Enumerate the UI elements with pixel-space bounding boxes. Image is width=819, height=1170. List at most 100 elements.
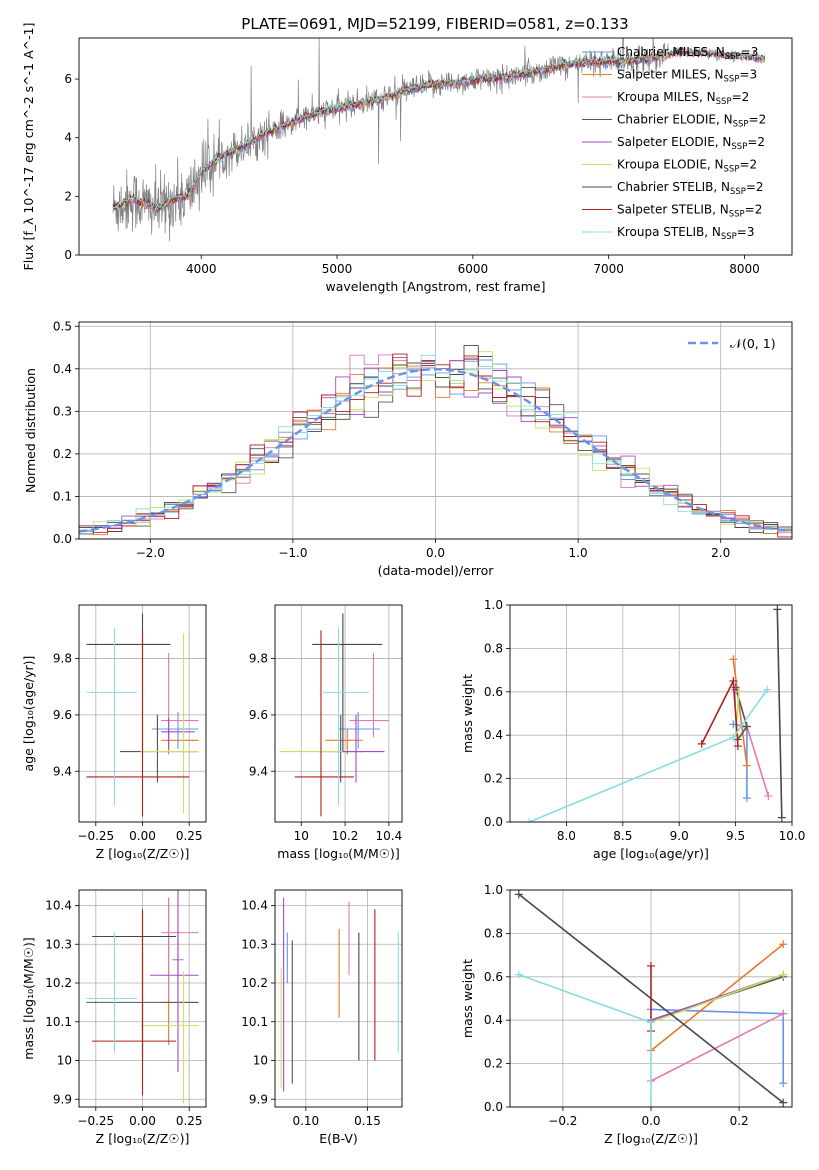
plot-area (112, 38, 766, 242)
weight-line (518, 973, 652, 1107)
y-tick-label: 1.0 (484, 598, 503, 612)
y-axis-label: Flux [f_λ 10^-17 erg cm^-2 s^-1 A^-1] (21, 23, 36, 271)
x-tick-label: 7000 (593, 262, 624, 276)
x-tick-label: −0.25 (77, 829, 114, 843)
y-tick-label: 0.8 (484, 926, 503, 940)
legend-label: Kroupa STELIB, NSSP=3 (617, 225, 755, 242)
legend-tail: =2 (747, 135, 765, 149)
legend-text: Salpeter ELODIE, N (617, 135, 731, 149)
plot-area (525, 605, 786, 822)
legend-tail: =3 (739, 68, 757, 82)
weight-marker (764, 791, 773, 800)
weight-marker (647, 1103, 655, 1107)
x-tick-label: 1.0 (569, 546, 588, 560)
axes-frame (274, 889, 403, 1108)
x-axis-label: E(B-V) (319, 1131, 358, 1146)
legend-tail: =2 (732, 90, 750, 104)
x-tick-label: 5000 (322, 262, 353, 276)
y-tick-label: 9.4 (53, 764, 72, 778)
x-tick-label: 9.5 (726, 829, 745, 843)
y-tick-label: 10.1 (241, 1015, 268, 1029)
legend-label: 𝒩(0, 1) (730, 336, 776, 351)
y-tick-label: 10.3 (45, 937, 72, 951)
grid (275, 890, 402, 1107)
model-spectrum (112, 47, 766, 210)
y-tick-label: 10.4 (45, 899, 72, 913)
weight-line (528, 689, 768, 822)
panel-weight-vs-age: 8.0 8.5 9.0 9.5 10.0 0.0 0.2 0.4 0.6 0.8 1.0 age [l… (460, 598, 805, 861)
panel-mass-vs-ebv: 0.10 0.15 9.9 10 10.1 10.2 10.3 10.4 E(B-V) (241, 889, 403, 1146)
y-tick-label: 9.4 (249, 764, 268, 778)
x-axis-label: age [log₁₀(age/yr)] (593, 846, 709, 861)
y-tick-label: 0 (64, 248, 72, 262)
x-tick-label: 10 (294, 829, 309, 843)
panel-weight-vs-z: −0.2 0.0 0.2 0.0 0.2 0.4 0.6 0.8 1.0 Z [log₁₀(Z/Z… (460, 883, 793, 1146)
y-axis-label: mass [log₁₀(M/M☉)] (21, 937, 36, 1059)
x-tick-label: 9.0 (670, 829, 689, 843)
plot-area (279, 613, 389, 817)
panel-age-vs-z: −0.25 0.00 0.25 9.4 9.6 9.8 Z [log₁₀(Z/Z☉)] age… (21, 604, 207, 861)
y-tick-label: 9.6 (249, 708, 268, 722)
y-tick-label: 4 (64, 131, 72, 145)
legend-label: Salpeter STELIB, NSSP=2 (617, 203, 762, 220)
model-spectrum (112, 46, 766, 210)
x-tick-label: 4000 (186, 262, 217, 276)
x-axis-label: (data-model)/error (378, 563, 495, 578)
y-axis-label: mass weight (460, 959, 475, 1038)
x-tick-label: −0.25 (77, 1114, 114, 1128)
legend-subscript: SSP (733, 120, 749, 130)
y-tick-label: 0.5 (53, 319, 72, 333)
panel-mass-vs-z: −0.25 0.00 0.25 9.9 10 10.1 10.2 10.3 10.4 Z [log… (21, 889, 207, 1146)
legend-label: Kroupa MILES, NSSP=2 (617, 90, 749, 107)
y-tick-label: 9.8 (249, 652, 268, 666)
x-tick-label: 2.0 (711, 546, 730, 560)
panel-age-vs-mass: 10 10.2 10.4 9.4 9.6 9.8 mass [log₁₀(M/M☉)] (249, 604, 403, 861)
legend-text: Salpeter STELIB, N (617, 203, 729, 217)
legend-label: Chabrier ELODIE, NSSP=2 (617, 113, 766, 130)
panel-residuals: −2.0 −1.0 0.0 1.0 2.0 0.0 0.1 0.2 0.3 0.4 0.5 (data… (23, 319, 793, 578)
panels: 4000 5000 6000 7000 8000 0 2 4 6 wavelength [Angs… (21, 23, 805, 1146)
weight-marker (777, 813, 786, 822)
y-tick-label: 10 (57, 1054, 72, 1068)
y-tick-label: 0.0 (484, 1100, 503, 1114)
plot-area (86, 613, 199, 817)
x-tick-label: 0.0 (641, 1114, 660, 1128)
weight-line (746, 726, 770, 797)
legend-subscript: SSP (724, 75, 740, 85)
legend-subscript: SSP (725, 52, 741, 62)
weight-marker (734, 687, 743, 696)
weight-marker (779, 1098, 788, 1107)
axes-frame (274, 604, 403, 823)
x-tick-label: 10.0 (779, 829, 806, 843)
x-tick-label: 0.25 (176, 829, 203, 843)
x-tick-label: 10.2 (332, 829, 359, 843)
weight-marker (514, 970, 523, 979)
weight-marker (742, 722, 751, 731)
residual-histogram (79, 351, 792, 531)
y-tick-label: 9.9 (249, 1092, 268, 1106)
x-tick-label: −2.0 (136, 546, 165, 560)
weight-marker (742, 761, 751, 770)
y-tick-label: 6 (64, 72, 72, 86)
weight-marker (729, 676, 738, 685)
weight-marker (647, 961, 655, 970)
y-tick-label: 1.0 (484, 883, 503, 897)
weight-marker (779, 970, 788, 979)
legend-label: Salpeter MILES, NSSP=3 (617, 68, 757, 85)
y-tick-label: 9.6 (53, 708, 72, 722)
legend-subscript: SSP (716, 97, 732, 107)
legend-tail: =2 (749, 113, 767, 127)
axes-frame (78, 321, 793, 540)
y-tick-label: 10.1 (45, 1015, 72, 1029)
plot-area (514, 890, 788, 1107)
legend-text: Salpeter MILES, N (617, 68, 724, 82)
weight-line (650, 1012, 784, 1082)
legend-tail: =2 (746, 180, 764, 194)
weight-marker (697, 739, 706, 748)
legend-label: Chabrier STELIB, NSSP=2 (617, 180, 764, 197)
y-tick-label: 0.6 (484, 970, 503, 984)
legend-tail: =2 (739, 158, 757, 172)
legend-label: Chabrier MILES, NSSP=3 (617, 45, 758, 62)
axes-frame (509, 604, 793, 823)
